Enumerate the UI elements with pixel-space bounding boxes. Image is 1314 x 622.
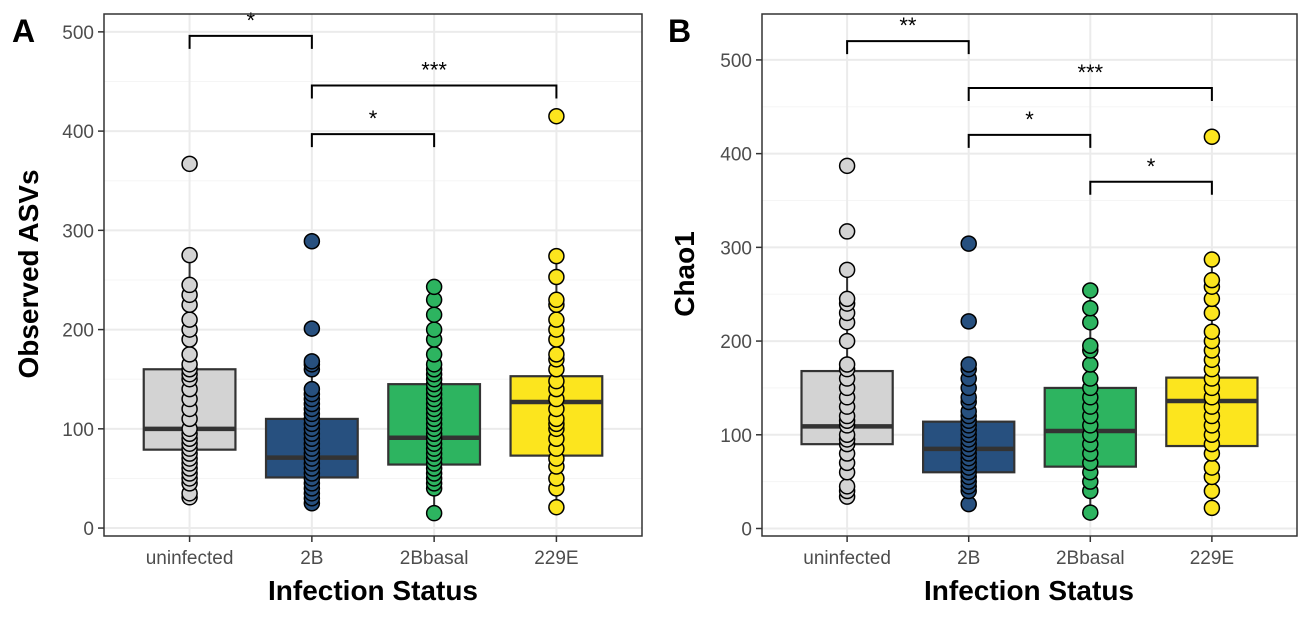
panel-b-data-point <box>1203 459 1221 476</box>
panel-a-data-point <box>548 291 565 309</box>
panel-a-x-tick-label: uninfected <box>146 548 234 569</box>
panel-b-significance-bracket <box>967 87 1213 102</box>
panel-b-data-point <box>1082 504 1099 521</box>
panel-a-y-tick-label: 300 <box>62 221 94 242</box>
panel-b-data-point <box>960 235 977 252</box>
panel-a-y-tick-label: 400 <box>62 122 94 143</box>
panel-b-data-point <box>838 261 856 279</box>
panel-b-data-point <box>1203 128 1221 146</box>
panel-a-significance-label: *** <box>421 57 447 82</box>
panel-a-axes: 0 100 200 300 400 500 uninfected 2B 2Bbasal 229E <box>62 13 643 569</box>
panel-b-y-tick-label: 500 <box>720 51 752 72</box>
panel-b-points <box>838 128 1221 521</box>
panel-a-y-tick-label: 0 <box>83 519 94 540</box>
panel-b-data-point <box>1203 304 1221 322</box>
panel-b-data-point <box>838 290 856 308</box>
panel-a-data-point <box>303 320 321 337</box>
panel-a-x-tick-label: 229E <box>534 548 578 569</box>
panel-b-data-point <box>1082 314 1099 331</box>
panel-b-data-point <box>1203 323 1221 340</box>
panel-b-significance-label: ** <box>899 13 917 38</box>
panel-b-axes: 0 100 200 300 400 500 uninfected 2B 2Bbasal 229E <box>720 13 1298 569</box>
panel-a-data-point <box>548 268 565 286</box>
panel-a-border <box>103 13 643 537</box>
panel-b-boxes <box>800 259 1259 513</box>
panel-b-data-point <box>838 157 856 175</box>
panel-b-x-tick-label: 229E <box>1190 548 1234 569</box>
panel-a-data-point <box>425 278 443 296</box>
panel-a-data-point <box>303 353 321 370</box>
panel-a-data-point <box>548 247 565 265</box>
panel-b-data-point <box>1203 271 1221 289</box>
panel-a-y-tick-label: 200 <box>62 321 94 342</box>
panel-a-data-point <box>425 504 443 522</box>
panel-b-data-point <box>1082 300 1099 317</box>
panel-a-x-axis-title: Infection Status <box>268 575 478 606</box>
panel-a-data-point <box>425 306 443 323</box>
panel-a-x-tick-label: 2Bbasal <box>400 548 469 569</box>
panel-a-data-point <box>425 321 443 338</box>
panel-b-x-tick-label: 2Bbasal <box>1056 548 1125 569</box>
panel-b-data-point <box>1082 282 1099 299</box>
panel-b-label: B <box>668 13 691 49</box>
panel-a-data-point <box>548 311 565 328</box>
panel-a-data-point <box>181 155 198 173</box>
panel-a-significance-bracket <box>188 34 313 49</box>
panel-b-y-tick-label: 300 <box>720 238 752 259</box>
panel-a-significance-label: * <box>246 8 255 33</box>
panel-b-y-tick-label: 100 <box>720 426 752 447</box>
panel-a-boxes <box>142 255 604 514</box>
panel-b-significance-bracket <box>1089 180 1213 195</box>
panel-a-data-point <box>425 346 443 363</box>
panel-a-significance-bracket <box>310 133 436 148</box>
panel-a-significance-label: * <box>369 106 378 131</box>
panel-b-x-tick-label: uninfected <box>803 548 891 569</box>
panel-b-data-point <box>960 313 977 330</box>
panel-b-data-point <box>1203 251 1221 268</box>
panel-a-data-point <box>181 276 198 294</box>
panel-b-data-point <box>1082 337 1099 355</box>
panel-a-data-point <box>548 498 565 516</box>
panel-b-data-point <box>838 478 856 495</box>
panel-a-y-tick-label: 100 <box>62 420 94 441</box>
panel-b-data-point <box>1082 356 1099 373</box>
panel-b-y-tick-label: 0 <box>741 520 752 541</box>
panel-a-x-tick-label: 2B <box>300 548 323 569</box>
panel-a-points <box>181 107 565 522</box>
panel-a-data-point <box>303 380 321 398</box>
panel-b-brackets: ******* <box>846 13 1213 195</box>
panel-a-label: A <box>12 13 35 49</box>
panel-b-significance-label: * <box>1025 107 1034 132</box>
panel-b-data-point <box>838 332 856 350</box>
panel-b-data-point <box>960 356 977 373</box>
panel-b-data-point <box>838 223 856 240</box>
panel-a-brackets: ***** <box>188 8 558 148</box>
panel-b-data-point <box>1203 482 1221 500</box>
panel-a-data-point <box>548 346 565 363</box>
panel-b-data-point <box>1082 370 1099 387</box>
panel-b-y-tick-label: 200 <box>720 332 752 353</box>
panel-b-border <box>761 13 1298 537</box>
panel-a-data-point <box>181 346 198 363</box>
panel-b-significance-bracket <box>846 40 970 55</box>
panel-b-significance-label: *** <box>1077 60 1103 85</box>
panel-b-significance-bracket <box>967 133 1092 148</box>
panel-b-data-point <box>838 356 856 373</box>
panel-a-data-point <box>303 233 321 250</box>
panel-b-x-axis-title: Infection Status <box>924 575 1134 606</box>
panel-a-y-tick-label: 500 <box>62 23 94 44</box>
panel-b-y-axis-title: Chao1 <box>669 231 700 317</box>
panel-b-data-point <box>1203 499 1221 517</box>
panel-a-data-point <box>181 246 198 264</box>
panel-b-y-tick-label: 400 <box>720 145 752 166</box>
panel-a-data-point <box>548 107 565 125</box>
panel-a-y-axis-title: Observed ASVs <box>13 169 44 378</box>
panel-a-data-point <box>181 311 198 328</box>
panel-b-significance-label: * <box>1147 154 1156 179</box>
panel-a-significance-bracket <box>310 84 558 99</box>
panel-b-x-tick-label: 2B <box>957 548 980 569</box>
